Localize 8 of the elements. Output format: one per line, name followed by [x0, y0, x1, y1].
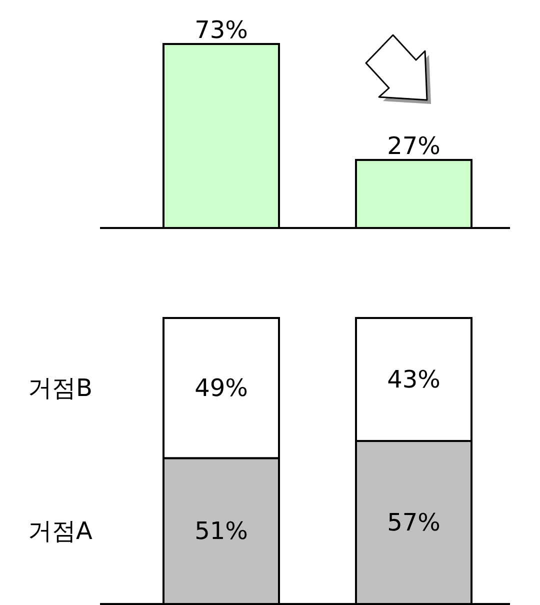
data-label: 43%	[387, 365, 440, 394]
data-label: 49%	[194, 374, 248, 402]
data-label: 73%	[194, 16, 248, 44]
text: 거점A	[28, 517, 93, 546]
data-label: 57%	[387, 508, 440, 536]
text: 거점B	[28, 374, 92, 402]
data-label: 51%	[194, 517, 248, 546]
data-label: 27%	[387, 132, 440, 160]
